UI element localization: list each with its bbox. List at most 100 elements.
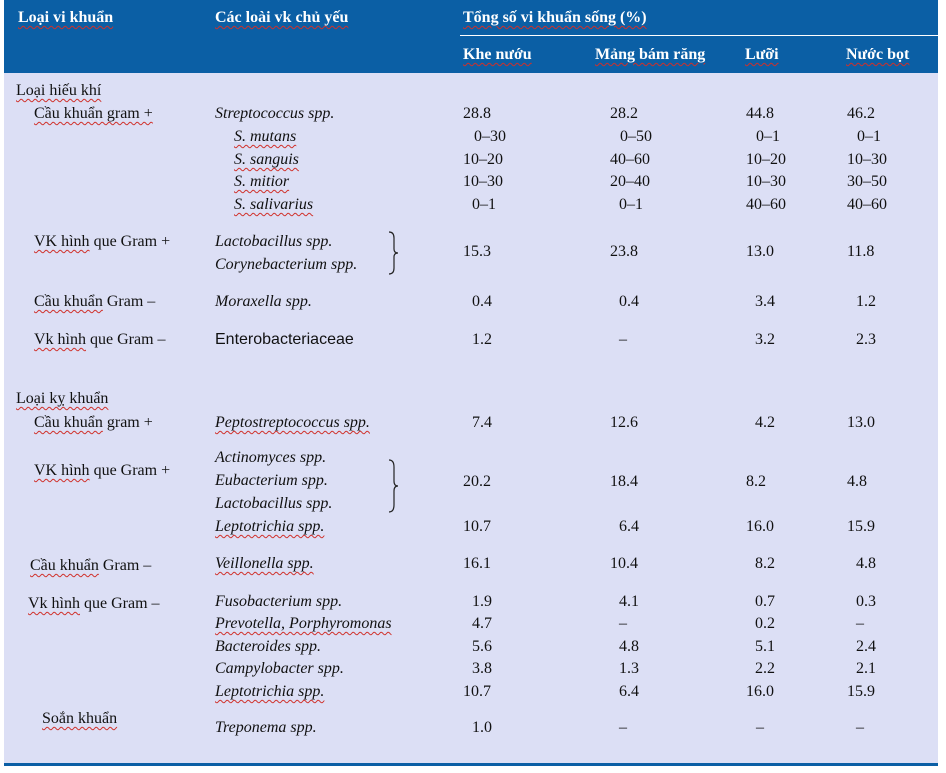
value-cell: 1.3: [619, 660, 639, 677]
value-cell: 0–1: [472, 196, 496, 213]
group-label: Cầu khuẩn Gram –: [30, 557, 152, 574]
value-cell: 28.8: [463, 105, 491, 122]
value-cell: 13.0: [847, 414, 875, 431]
sub-species-name: S. mutans: [234, 128, 297, 145]
value-cell: 2.4: [856, 638, 876, 655]
value-cell: 10–20: [463, 151, 503, 168]
header-sub-khe-nuou: Khe nướu: [463, 46, 532, 63]
value-cell: 10.4: [610, 555, 638, 572]
value-cell: 10.7: [463, 683, 491, 700]
species-name: Leptotrichia spp.: [215, 518, 325, 535]
value-cell: –: [619, 719, 627, 736]
value-cell: 2.2: [755, 660, 775, 677]
group-label: VK hình que Gram +: [34, 462, 171, 479]
value-cell: 11.8: [847, 243, 875, 260]
value-cell: 0–1: [756, 128, 780, 145]
value-cell: 1.9: [472, 593, 492, 610]
sub-species-name: S. salivarius: [234, 196, 314, 213]
species-name: Treponema spp.: [215, 719, 317, 736]
value-cell: 0–50: [620, 128, 652, 145]
table-bottom-rule: [4, 763, 938, 766]
value-cell: 5.1: [755, 638, 775, 655]
value-cell: 10–30: [463, 173, 503, 190]
value-cell: 1.2: [856, 293, 876, 310]
species-name: Leptotrichia spp.: [215, 683, 325, 700]
value-cell: 12.6: [610, 414, 638, 431]
value-cell: 20.2: [463, 473, 491, 490]
value-cell: 4.8: [847, 473, 867, 490]
value-cell: 5.6: [472, 638, 492, 655]
species-name: Streptococcus spp.: [215, 105, 335, 122]
value-cell: 10.7: [463, 518, 491, 535]
species-name: Bacteroides spp.: [215, 638, 322, 655]
value-cell: 8.2: [755, 555, 775, 572]
value-cell: 4.2: [755, 414, 775, 431]
value-cell: 8.2: [746, 473, 766, 490]
brace-icon: [388, 231, 399, 275]
header-col-total: Tổng số vi khuẩn sống (%): [463, 9, 647, 26]
value-cell: 6.4: [619, 518, 639, 535]
value-cell: 0.4: [472, 293, 492, 310]
value-cell: 0–1: [619, 196, 643, 213]
value-cell: 13.0: [746, 243, 774, 260]
value-cell: 10–20: [746, 151, 786, 168]
value-cell: 15.9: [847, 683, 875, 700]
value-cell: 0.3: [856, 593, 876, 610]
value-cell: 4.1: [619, 593, 639, 610]
value-cell: 10–30: [746, 173, 786, 190]
species-name: Fusobacterium spp.: [215, 593, 343, 610]
value-cell: 6.4: [619, 683, 639, 700]
value-cell: 0.4: [619, 293, 639, 310]
table-header: Loại vi khuẩn Các loài vk chủ yếu Tổng s…: [4, 0, 938, 73]
value-cell: 10–30: [847, 151, 887, 168]
value-cell: 3.4: [755, 293, 775, 310]
value-cell: 7.4: [472, 414, 492, 431]
value-cell: 4.8: [856, 555, 876, 572]
species-name: Moraxella spp.: [215, 293, 312, 310]
value-cell: 18.4: [610, 473, 638, 490]
species-name: Corynebacterium spp.: [215, 256, 358, 273]
value-cell: 16.0: [746, 518, 774, 535]
value-cell: 16.0: [746, 683, 774, 700]
value-cell: 0–1: [857, 128, 881, 145]
section-aerobic: Loại hiếu khí: [16, 82, 102, 99]
value-cell: –: [756, 719, 764, 736]
brace-icon: [388, 459, 399, 513]
value-cell: 40–60: [610, 151, 650, 168]
value-cell: 28.2: [610, 105, 638, 122]
value-cell: –: [856, 719, 864, 736]
value-cell: –: [856, 615, 864, 632]
value-cell: 4.7: [472, 615, 492, 632]
value-cell: 20–40: [610, 173, 650, 190]
species-name: Lactobacillus spp.: [215, 233, 333, 250]
value-cell: 15.3: [463, 243, 491, 260]
value-cell: 40–60: [847, 196, 887, 213]
species-name: Campylobacter spp.: [215, 660, 344, 677]
group-label: Cầu khuẩn Gram –: [34, 293, 156, 310]
species-name: Lactobacillus spp.: [215, 495, 333, 512]
header-sub-luoi: Lưỡi: [745, 46, 779, 63]
value-cell: 0.2: [755, 615, 775, 632]
header-col-species: Các loài vk chủ yếu: [215, 9, 349, 26]
section-anaerobic: Loại kỵ khuẩn: [16, 390, 109, 407]
sub-species-name: S. sanguis: [234, 151, 299, 168]
value-cell: 3.2: [755, 331, 775, 348]
value-cell: 46.2: [847, 105, 875, 122]
value-cell: 23.8: [610, 243, 638, 260]
species-name: Eubacterium spp.: [215, 472, 328, 489]
value-cell: 30–50: [847, 173, 887, 190]
value-cell: 16.1: [463, 555, 491, 572]
sub-species-name: S. mitior: [234, 173, 290, 190]
species-name: Actinomyces spp.: [215, 449, 327, 466]
value-cell: 15.9: [847, 518, 875, 535]
group-label: VK hình que Gram +: [34, 233, 171, 250]
group-label: Vk hình que Gram –: [34, 331, 166, 348]
value-cell: 1.2: [472, 331, 492, 348]
header-sub-nuoc-bot: Nước bọt: [846, 46, 910, 63]
value-cell: 1.0: [472, 719, 492, 736]
value-cell: 0–30: [474, 128, 506, 145]
value-cell: 3.8: [472, 660, 492, 677]
value-cell: 40–60: [746, 196, 786, 213]
value-cell: 2.1: [856, 660, 876, 677]
